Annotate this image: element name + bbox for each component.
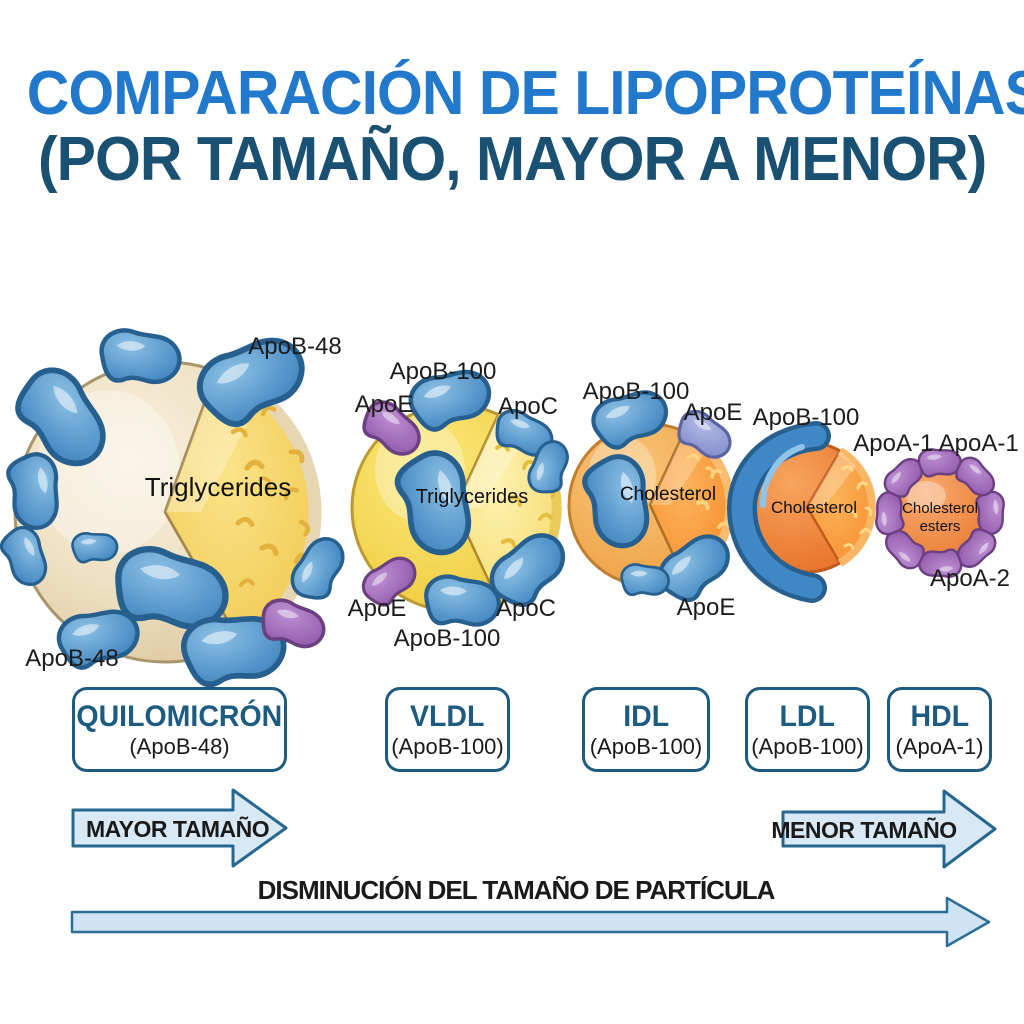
particle-name: IDL (622, 700, 670, 734)
particle-name-text: HDL (910, 699, 969, 733)
idl-apob100-top: ApoB-100 (583, 378, 690, 405)
apob100-crescent-blob (726, 421, 831, 603)
ldl-particle: Cholesterol ApoB-100 (726, 404, 876, 603)
label-box-quilomicron: QUILOMICRÓN (ApoB-48) (72, 687, 287, 772)
hdl-particle: Cholesterol esters ApoA-1 ApoA-1 ApoA-2 (853, 430, 1018, 592)
title-line-1-text: COMPARACIÓN DE LIPOPROTEÍNAS (26, 59, 1024, 128)
particle-name: QUILOMICRÓN (71, 700, 288, 734)
particle-name: LDL (778, 700, 836, 734)
particle-apo: (ApoB-48) (129, 733, 230, 759)
ldl-core-label: Cholesterol (771, 498, 857, 517)
particle-name-text: LDL (779, 699, 836, 733)
idl-particle: Cholesterol ApoB-100 ApoE ApoE (567, 378, 743, 621)
wedge-face (807, 451, 856, 507)
vldl-apoc-top: ApoC (498, 393, 558, 420)
idl-apoe-top: ApoE (684, 399, 743, 426)
menor-tamano-arrow (781, 789, 997, 869)
idl-core-label: Cholesterol (620, 484, 716, 505)
particle-apo: (ApoB-100) (751, 733, 864, 759)
quilomicron-core-label: Triglycerides (145, 472, 291, 502)
mayor-tamano-label: MAYOR TAMAÑO (86, 815, 269, 842)
hdl-apoa1-labels: ApoA-1 ApoA-1 (853, 430, 1018, 457)
particle-apo: (ApoB-100) (589, 733, 703, 759)
vldl-apoe-top: ApoE (355, 391, 414, 418)
menor-tamano-label: MENOR TAMAÑO (771, 816, 956, 843)
quilomicron-apo-label-bottom: ApoB-48 (25, 645, 118, 672)
hdl-core-label-line1: Cholesterol (902, 500, 978, 517)
shell-highlight (906, 481, 946, 511)
particle-name-text: VLDL (410, 699, 485, 733)
disminucion-label: DISMINUCIÓN DEL TAMAÑO DE PARTÍCULA (258, 875, 776, 905)
quilomicron-apo-label-top: ApoB-48 (248, 333, 341, 360)
particle-size-decrease-arrow (70, 896, 991, 948)
wedge-face (650, 432, 706, 505)
vldl-apob100-bottom: ApoB-100 (394, 625, 501, 652)
size-arrows: MAYOR TAMAÑO MENOR TAMAÑO DISMINUCIÓN DE… (70, 788, 997, 948)
particle-name: HDL (909, 700, 971, 734)
idl-apoe-bottom: ApoE (677, 594, 736, 621)
vldl-apob100-top: ApoB-100 (390, 358, 497, 385)
hdl-apoa2-label: ApoA-2 (930, 565, 1010, 592)
particle-name-text: QUILOMICRÓN (76, 699, 283, 733)
title-line-1: COMPARACIÓN DE LIPOPROTEÍNAS (0, 60, 1024, 128)
particle-apo: (ApoA-1) (895, 733, 984, 759)
vldl-apoe-bottom: ApoE (348, 595, 407, 622)
particle-name: VLDL (408, 700, 486, 734)
hdl-core-label-line2: esters (920, 518, 961, 535)
particle-name-text: IDL (623, 699, 669, 733)
mayor-tamano-arrow (71, 788, 288, 868)
particle-apo: (ApoB-100) (391, 733, 504, 759)
title-line-2-text: (POR TAMAÑO, MAYOR A MENOR) (37, 125, 987, 194)
vldl-particle: Triglycerides ApoB-100 ApoE ApoC ApoE Ap… (348, 358, 576, 652)
quilomicron-particle: Triglycerides ApoB-48 ApoB-48 (0, 327, 355, 686)
vldl-core-label: Triglycerides (416, 486, 529, 508)
title-line-2: (POR TAMAÑO, MAYOR A MENOR) (0, 128, 1024, 192)
vldl-apoc-bottom: ApoC (496, 595, 556, 622)
diagram-title: COMPARACIÓN DE LIPOPROTEÍNAS (POR TAMAÑO… (0, 60, 1024, 192)
label-box-idl: IDL (ApoB-100) (582, 687, 710, 772)
label-box-vldl: VLDL (ApoB-100) (385, 687, 510, 772)
ldl-apob100-top: ApoB-100 (753, 404, 860, 431)
label-box-hdl: HDL (ApoA-1) (887, 687, 992, 772)
cut-rim (837, 447, 876, 567)
label-box-ldl: LDL (ApoB-100) (745, 687, 870, 772)
